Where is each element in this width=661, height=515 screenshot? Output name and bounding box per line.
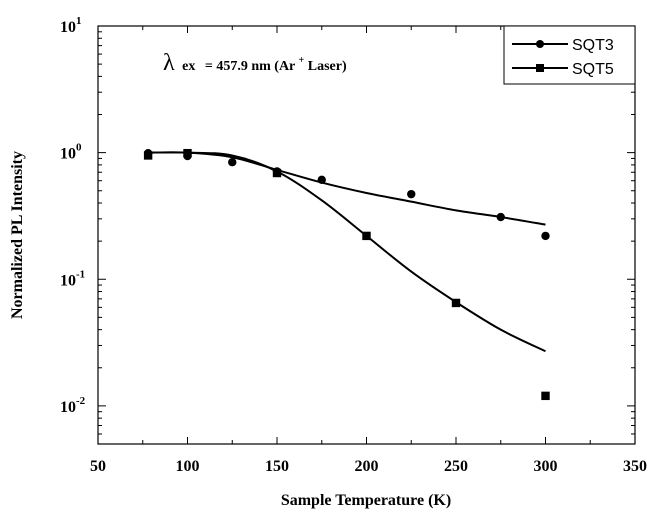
- legend: SQT3 SQT5: [503, 25, 636, 85]
- legend-marker-sqt3: [536, 40, 544, 48]
- x-tick-label: 250: [444, 458, 468, 475]
- x-tick-label: 350: [623, 458, 647, 475]
- data-point-sqt3: [228, 158, 237, 167]
- data-point-sqt5: [183, 148, 192, 158]
- fit-line-sqt3: [148, 151, 546, 226]
- annotation-sup: +: [299, 55, 305, 66]
- data-markers: [143, 148, 550, 401]
- annotation-excitation: λ ex = 457.9 nm (Ar + Laser): [163, 50, 347, 76]
- data-point-sqt3: [541, 231, 550, 241]
- annotation-lambda: λ: [163, 50, 175, 76]
- data-point-sqt3: [496, 212, 505, 222]
- y-tick-label: 101: [60, 15, 82, 36]
- x-tick-label: 100: [176, 458, 200, 475]
- svg-text:λ ex = 457.9 nm (A: λ ex = 457.9 nm (Ar + Laser): [163, 50, 347, 76]
- annotation-text: = 457.9 nm (Ar: [205, 59, 295, 74]
- data-point-sqt5: [451, 298, 461, 308]
- data-point-sqt5: [541, 391, 550, 401]
- data-point-sqt3: [407, 189, 416, 199]
- legend-box: [503, 25, 636, 85]
- x-axis-title: Sample Temperature (K): [281, 492, 451, 509]
- data-point-sqt3: [317, 175, 326, 185]
- fit-line-sqt5: [148, 151, 546, 353]
- legend-marker-sqt5: [536, 64, 544, 72]
- x-tick-label: 300: [534, 458, 558, 475]
- legend-label-sqt5: SQT5: [572, 61, 614, 78]
- legend-label-sqt3: SQT3: [572, 37, 614, 54]
- y-tick-labels: 101 100 10-1 10-2: [60, 15, 86, 416]
- x-tick-labels: 50 100 150 200 250 300 350: [90, 458, 647, 475]
- annotation-text-end: Laser): [308, 59, 347, 74]
- fit-curves: [148, 151, 546, 353]
- y-tick-label: 10-1: [60, 268, 85, 289]
- x-tick-label: 150: [265, 458, 289, 475]
- y-tick-label: 10-2: [60, 395, 86, 416]
- x-tick-label: 200: [355, 458, 379, 475]
- annotation-subscript: ex: [182, 59, 195, 74]
- y-tick-label: 100: [60, 142, 82, 163]
- data-point-sqt5: [143, 151, 153, 160]
- y-axis-title: Normalized PL Intensity: [9, 151, 26, 319]
- data-point-sqt5: [272, 168, 282, 178]
- x-tick-label: 50: [90, 458, 106, 475]
- data-point-sqt5: [362, 231, 371, 241]
